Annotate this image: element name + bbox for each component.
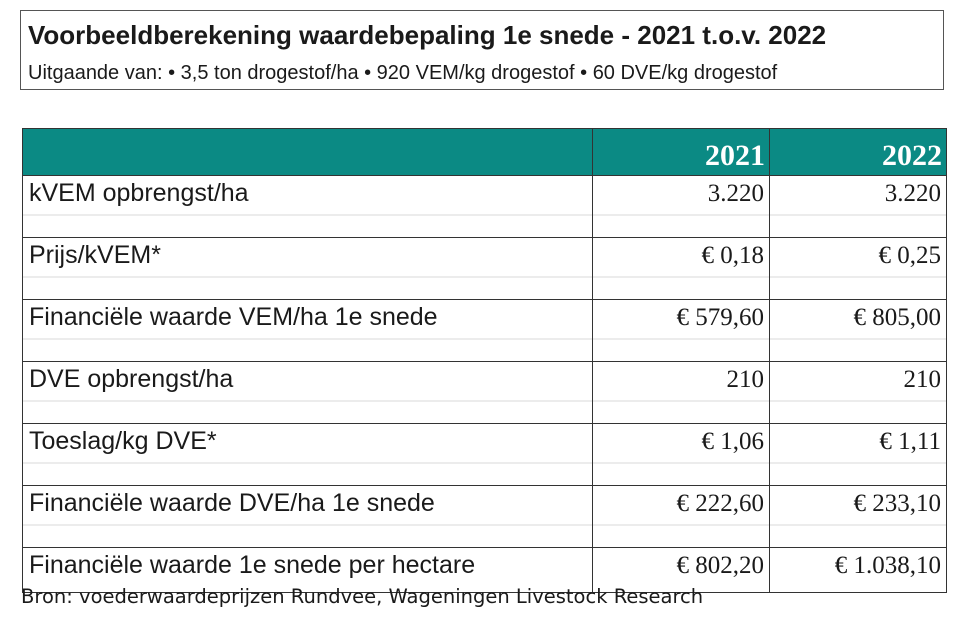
table-row: Toeslag/kg DVE* € 1,06 € 1,11 [22, 423, 947, 486]
value-2021: € 222,60 [592, 485, 770, 548]
value-2022: € 1,11 [769, 423, 947, 486]
row-label: Financiële waarde DVE/ha 1e snede [22, 485, 593, 548]
value-2022: € 805,00 [769, 299, 947, 362]
row-label: kVEM opbrengst/ha [22, 175, 593, 238]
table-row-total: Financiële waarde 1e snede per hectare €… [22, 547, 947, 593]
value-2021: 210 [592, 361, 770, 424]
table-header-row: 2021 2022 [22, 128, 947, 176]
table-row: DVE opbrengst/ha 210 210 [22, 361, 947, 424]
value-2022: € 1.038,10 [769, 547, 947, 593]
value-2021: € 0,18 [592, 237, 770, 300]
table-row: Financiële waarde DVE/ha 1e snede € 222,… [22, 485, 947, 548]
table-row: Prijs/kVEM* € 0,18 € 0,25 [22, 237, 947, 300]
value-2021: € 579,60 [592, 299, 770, 362]
row-label: Financiële waarde VEM/ha 1e snede [22, 299, 593, 362]
header-year-2021: 2021 [592, 128, 770, 176]
table-row: Financiële waarde VEM/ha 1e snede € 579,… [22, 299, 947, 362]
header-year-2022: 2022 [769, 128, 947, 176]
page-subtitle: Uitgaande van: • 3,5 ton drogestof/ha • … [28, 62, 778, 84]
comparison-table: 2021 2022 kVEM opbrengst/ha 3.220 3.220 … [22, 128, 947, 593]
title-box: Voorbeeldberekening waardebepaling 1e sn… [20, 10, 944, 90]
source-note: Bron: voederwaardeprijzen Rundvee, Wagen… [21, 585, 704, 608]
row-label: Toeslag/kg DVE* [22, 423, 593, 486]
value-2021: € 1,06 [592, 423, 770, 486]
value-2022: 3.220 [769, 175, 947, 238]
page-title: Voorbeeldberekening waardebepaling 1e sn… [28, 20, 827, 50]
table-row: kVEM opbrengst/ha 3.220 3.220 [22, 175, 947, 238]
row-label: Financiële waarde 1e snede per hectare [22, 547, 593, 593]
value-2022: € 233,10 [769, 485, 947, 548]
header-blank-cell [22, 128, 593, 176]
value-2022: € 0,25 [769, 237, 947, 300]
value-2022: 210 [769, 361, 947, 424]
row-label: Prijs/kVEM* [22, 237, 593, 300]
value-2021: 3.220 [592, 175, 770, 238]
row-label: DVE opbrengst/ha [22, 361, 593, 424]
